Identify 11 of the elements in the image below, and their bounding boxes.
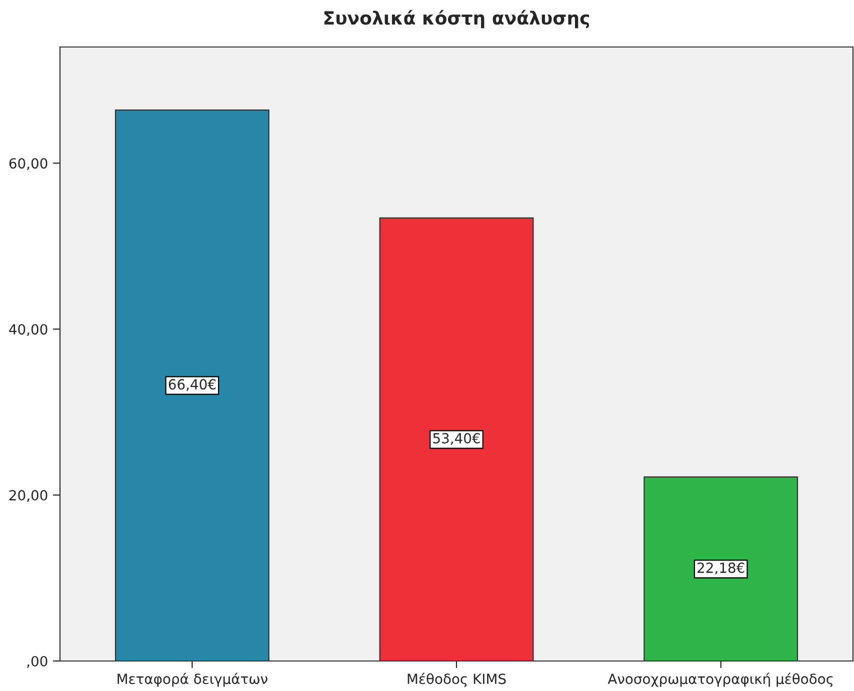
- y-tick-label: 20,00: [9, 490, 48, 502]
- y-tick-label: 60,00: [9, 158, 48, 170]
- chart-title: Συνολικά κόστη ανάλυσης: [324, 10, 590, 28]
- y-tick-label: ,00: [27, 656, 48, 668]
- y-tick-label: 40,00: [9, 324, 48, 336]
- data-label: 66,40€: [168, 379, 216, 391]
- x-tick-label: Μεταφορά δειγμάτων: [118, 672, 268, 687]
- x-tick-label: Ανοσοχρωματογραφική μέθοδος: [608, 672, 833, 687]
- data-label: 22,18€: [698, 562, 744, 574]
- x-tick-label: Μέθοδος KIMS: [408, 672, 506, 687]
- data-label: 53,40€: [433, 432, 480, 445]
